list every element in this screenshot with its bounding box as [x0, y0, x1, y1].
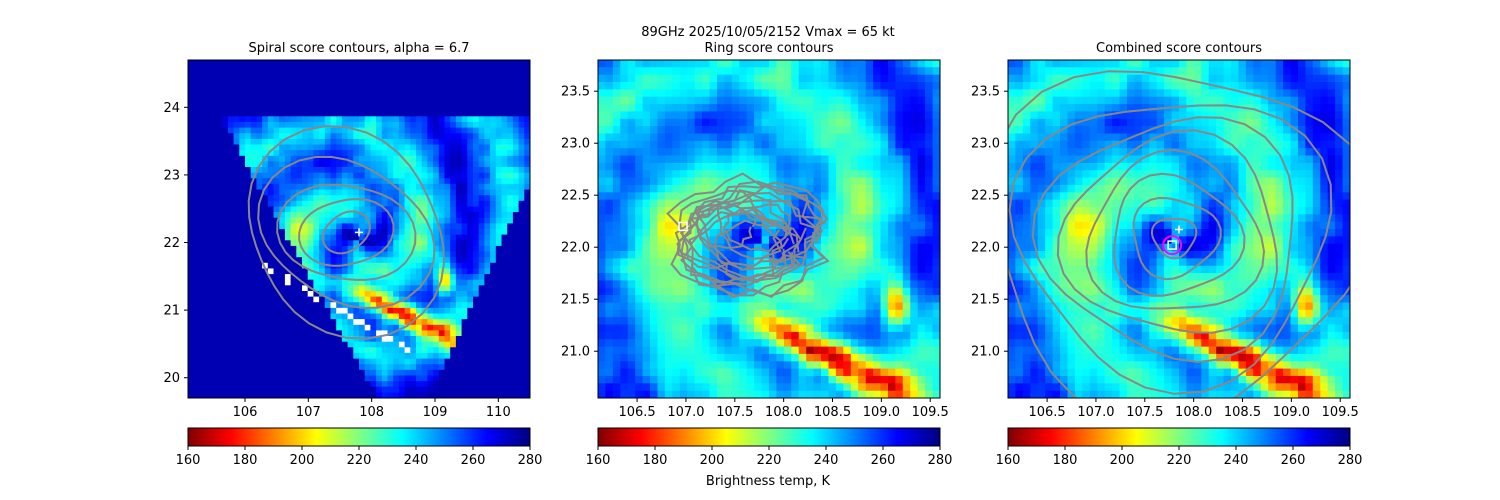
colorbar-tick-label: 180 [643, 453, 668, 468]
y-tick-label: 22.0 [971, 241, 1000, 256]
colorbar-2: 160 180 200 220 240 260 280 [586, 427, 953, 468]
colorbar-tick-label: 200 [290, 453, 315, 468]
colorbar-tick-label: 160 [586, 453, 611, 468]
colorbar-gradient [187, 427, 531, 447]
y-tick-label: 23.5 [971, 85, 1000, 100]
colorbar-tick-label: 240 [1224, 453, 1249, 468]
colorbar-tick-label: 280 [1338, 453, 1363, 468]
x-tick-label: 109 [423, 405, 448, 420]
y-tick-label: 23.0 [971, 137, 1000, 152]
x-tick-label: 107 [296, 405, 321, 420]
x-tick-label: 109.5 [912, 405, 949, 420]
heatmap-image [1008, 60, 1350, 398]
center-square-marker [678, 221, 688, 232]
center-plus-marker [1175, 225, 1183, 234]
colorbar-tick-label: 220 [1167, 453, 1192, 468]
x-tick-label: 109.0 [863, 405, 900, 420]
score-contours [247, 125, 445, 340]
x-tick-label: 106.5 [618, 405, 655, 420]
colorbar-label: Brightness temp, K [706, 474, 831, 489]
y-tick-label: 23 [163, 168, 180, 183]
colorbar-tick-label: 260 [461, 453, 486, 468]
x-tick-label: 106.5 [1028, 405, 1065, 420]
panel-1: Spiral score contours, alpha = 6.7 106 107… [163, 41, 542, 468]
panel-title: Combined score contours [1096, 41, 1262, 56]
y-tick-label: 21.5 [971, 293, 1000, 308]
score-contours [1008, 70, 1350, 398]
x-tick-label: 109.0 [1273, 405, 1310, 420]
colorbar-3: 160 180 200 220 240 260 280 [996, 427, 1363, 468]
y-tick-label: 22.5 [971, 189, 1000, 204]
y-tick-label: 21.0 [971, 345, 1000, 360]
heatmap-image [598, 60, 940, 398]
colorbar-tick-label: 240 [814, 453, 839, 468]
y-tick-label: 22 [163, 236, 180, 251]
x-tick-label: 108.5 [814, 405, 851, 420]
panel-title: Spiral score contours, alpha = 6.7 [248, 41, 469, 56]
center-plus-marker [355, 228, 363, 237]
x-tick-label: 108.0 [1175, 405, 1212, 420]
panel-2: Ring score contours 106.5 107.0 107.5 108.0 1… [561, 41, 952, 468]
colorbar-tick-label: 260 [871, 453, 896, 468]
colorbar-tick-label: 160 [996, 453, 1021, 468]
colorbar-tick-label: 180 [233, 453, 258, 468]
colorbar-tick-label: 200 [700, 453, 725, 468]
y-tick-label: 23.5 [561, 85, 590, 100]
colorbar-tick-label: 220 [347, 453, 372, 468]
suptitle-line1: 89GHz 2025/10/05/2152 Vmax = 65 kt [641, 25, 895, 40]
x-tick-label: 107.5 [1126, 405, 1163, 420]
y-tick-label: 21.0 [561, 345, 590, 360]
colorbar-tick-label: 280 [518, 453, 543, 468]
center-circle-marker [1162, 235, 1183, 256]
colorbar-tick-label: 160 [176, 453, 201, 468]
center-square-marker [1167, 240, 1177, 250]
colorbar-tick-label: 220 [757, 453, 782, 468]
x-tick-label: 108.0 [765, 405, 802, 420]
colorbar-gradient [1007, 427, 1351, 447]
axes-frame [597, 59, 941, 399]
y-tick-label: 21.5 [561, 293, 590, 308]
heatmap-image [188, 60, 530, 398]
x-tick-label: 107.5 [716, 405, 753, 420]
x-tick-label: 107.0 [667, 405, 704, 420]
x-tick-label: 106 [233, 405, 258, 420]
x-tick-label: 108.5 [1224, 405, 1261, 420]
panel-title: Ring score contours [704, 41, 833, 56]
x-tick-label: 109.5 [1322, 405, 1359, 420]
panel-3: Combined score contours 106.5 107.0 107.5 10… [971, 41, 1363, 468]
colorbar-tick-label: 280 [928, 453, 953, 468]
axes-frame [1007, 59, 1351, 399]
colorbar-tick-label: 180 [1053, 453, 1078, 468]
y-tick-label: 21 [163, 304, 180, 319]
y-tick-label: 24 [163, 101, 180, 116]
y-tick-label: 22.0 [561, 241, 590, 256]
y-tick-label: 22.5 [561, 189, 590, 204]
colorbar-tick-label: 240 [404, 453, 429, 468]
colorbar-gradient [597, 427, 941, 447]
axes-frame [187, 59, 531, 399]
x-tick-label: 107.0 [1077, 405, 1114, 420]
x-tick-label: 110 [486, 405, 511, 420]
colorbar-1: 160 180 200 220 240 260 280 [176, 427, 543, 468]
y-tick-label: 23.0 [561, 137, 590, 152]
colorbar-tick-label: 260 [1281, 453, 1306, 468]
x-tick-label: 108 [359, 405, 384, 420]
colorbar-tick-label: 200 [1110, 453, 1135, 468]
score-contours [666, 172, 830, 299]
y-tick-label: 20 [163, 371, 180, 386]
